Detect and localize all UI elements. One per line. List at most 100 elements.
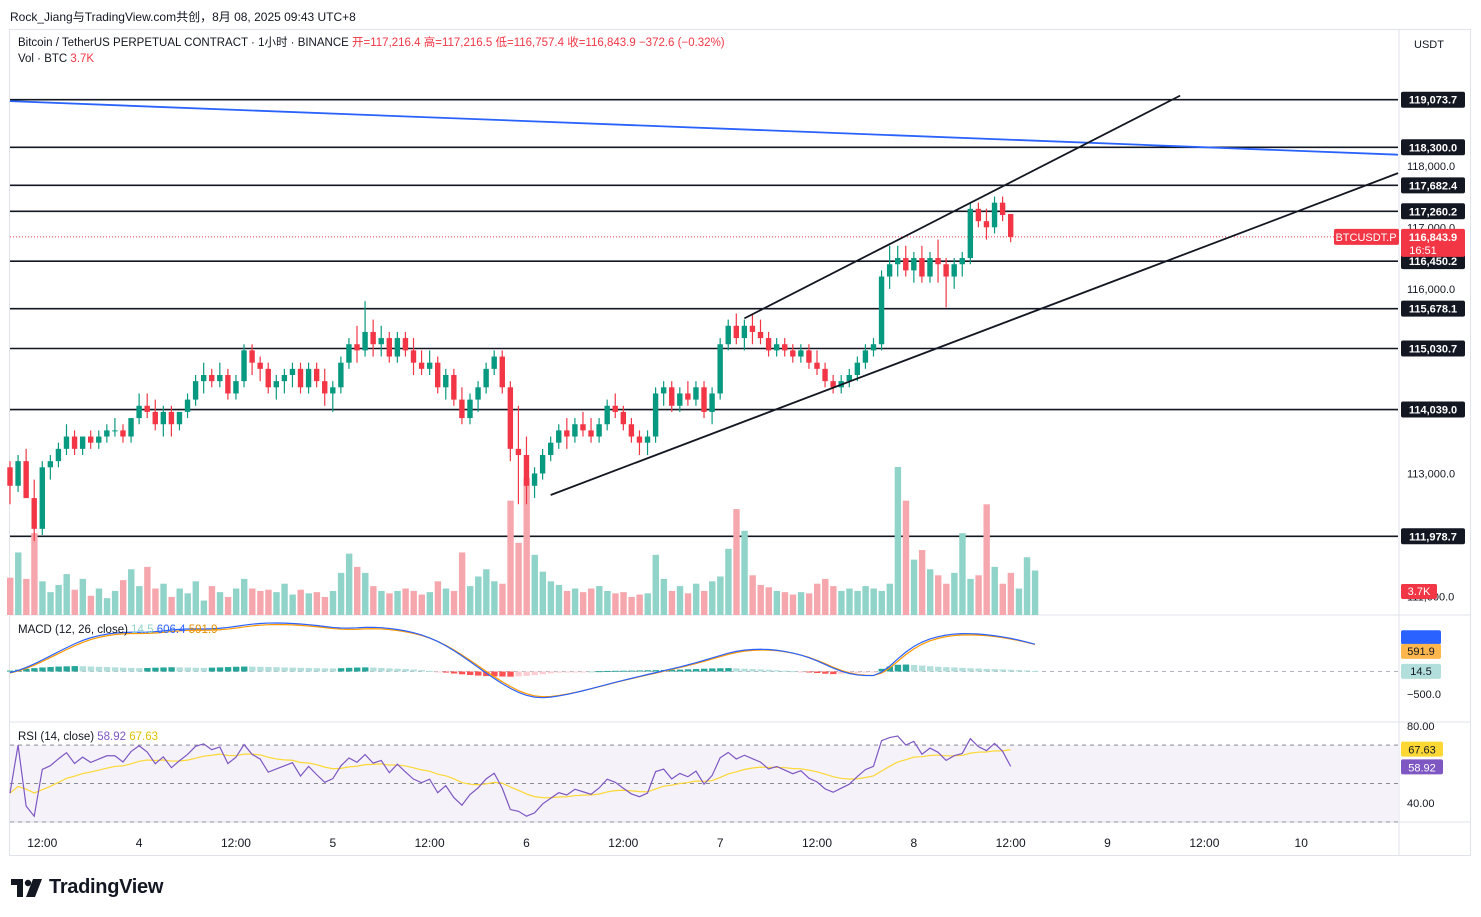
candle-body	[305, 368, 312, 388]
candle-body	[55, 448, 62, 462]
volume-bar	[354, 566, 361, 615]
volume-bar	[499, 583, 506, 615]
volume-bar	[830, 586, 837, 615]
level-label: 118,300.0	[1409, 142, 1457, 154]
time-axis-label: 12:00	[27, 836, 57, 850]
macd-hist-bar	[168, 667, 175, 672]
candle-body	[483, 368, 489, 388]
macd-hist-bar	[886, 666, 894, 672]
macd-hist-bar	[386, 668, 393, 672]
macd-hist-bar	[935, 666, 942, 672]
volume-bar	[822, 578, 829, 615]
tradingview-logo[interactable]: TradingView	[11, 876, 163, 899]
volume-bar	[79, 578, 87, 615]
time-axis-label: 6	[523, 836, 530, 850]
candle-body	[975, 208, 982, 222]
macd-hist-bar	[692, 669, 700, 672]
volume-bar	[71, 589, 78, 615]
macd-hist-bar	[329, 668, 337, 672]
level-label-bg	[1401, 340, 1465, 357]
candle-body	[346, 344, 352, 363]
macd-hist-bar	[426, 670, 434, 672]
price-legend: Bitcoin / TetherUS PERPETUAL CONTRACT · …	[18, 35, 725, 67]
currency-selector[interactable]: USDT	[1414, 39, 1444, 51]
candle-body	[128, 418, 134, 437]
macd-hist-bar	[668, 669, 676, 672]
candle-body	[580, 424, 586, 431]
volume-bar	[765, 587, 772, 615]
level-label-bg	[1401, 253, 1465, 270]
symbol-title[interactable]: Bitcoin / TetherUS PERPETUAL CONTRACT · …	[18, 37, 349, 49]
macd-hist-legend: 14.5	[131, 624, 154, 636]
volume-bar	[362, 572, 369, 615]
macd-hist-bar	[491, 671, 498, 677]
macd-hist-bar	[475, 671, 482, 676]
hist-value-bg	[1401, 663, 1441, 679]
rsi-legend-label[interactable]: RSI (14, close)	[18, 731, 95, 743]
candle-body	[168, 411, 175, 425]
volume-bar	[684, 593, 692, 615]
time-axis-label: 12:00	[221, 836, 251, 850]
volume-bar	[959, 533, 966, 615]
macd-hist-bar	[144, 667, 151, 672]
last-price-label-bg	[1401, 228, 1465, 257]
volume-label[interactable]: Vol · BTC	[18, 53, 68, 65]
volume-bar	[975, 575, 982, 615]
volume-bar	[136, 586, 143, 615]
macd-legend-label[interactable]: MACD (12, 26, close)	[18, 624, 128, 636]
candle-body	[677, 393, 683, 406]
time-axis-label: 12:00	[996, 836, 1026, 850]
volume-bar	[507, 500, 514, 615]
volume-bar	[701, 590, 708, 615]
volume-bar	[55, 584, 62, 615]
symbol-tag: BTCUSDT.P	[1335, 232, 1396, 244]
candle-body	[854, 362, 861, 375]
macd-hist-bar	[418, 670, 425, 672]
candle-body	[120, 430, 126, 437]
volume-bar	[652, 554, 659, 615]
macd-hist-bar	[232, 666, 240, 672]
volume-bar	[63, 574, 70, 615]
candle-body	[733, 325, 739, 339]
candle-body	[749, 325, 756, 332]
volume-bar	[789, 594, 797, 615]
candle-body	[628, 424, 635, 437]
volume-bar	[676, 586, 684, 615]
volume-bar	[458, 552, 466, 615]
candle-body	[297, 368, 304, 388]
trend-line-channel_upper	[743, 94, 1181, 320]
macd-hist-bar	[757, 669, 764, 672]
macd-hist-bar	[951, 667, 958, 672]
macd-hist-bar	[902, 664, 910, 672]
macd-hist-bar	[773, 670, 781, 672]
level-label: 115,030.7	[1409, 343, 1457, 355]
macd-hist-bar	[918, 665, 926, 672]
macd-hist-bar	[838, 671, 845, 674]
volume-bar	[999, 583, 1007, 615]
volume-bar	[224, 596, 232, 615]
candle-body	[475, 387, 481, 400]
macd-hist-bar	[926, 666, 934, 672]
macd-hist-bar	[160, 667, 167, 672]
volume-bar	[547, 581, 555, 615]
candle-body	[499, 356, 505, 388]
candle-body	[798, 350, 804, 357]
candle-body	[443, 375, 449, 388]
macd-hist-bar	[208, 667, 216, 672]
candle-body	[370, 331, 376, 345]
volume-bar	[176, 588, 183, 615]
level-label: 119,073.7	[1409, 95, 1457, 107]
candle-body	[588, 430, 594, 437]
candle-body	[741, 325, 748, 339]
rsi-pane	[9, 735, 1398, 823]
volume-bar	[628, 596, 635, 615]
candle-body	[660, 387, 667, 394]
macd-hist-bar	[216, 667, 224, 672]
candle-body	[192, 381, 199, 400]
macd-hist-bar	[466, 671, 474, 676]
volume-legend-value: 3.7K	[70, 53, 95, 65]
macd-hist-bar	[434, 671, 442, 673]
time-axis-label: 9	[1104, 836, 1111, 850]
macd-hist-bar	[676, 669, 684, 672]
